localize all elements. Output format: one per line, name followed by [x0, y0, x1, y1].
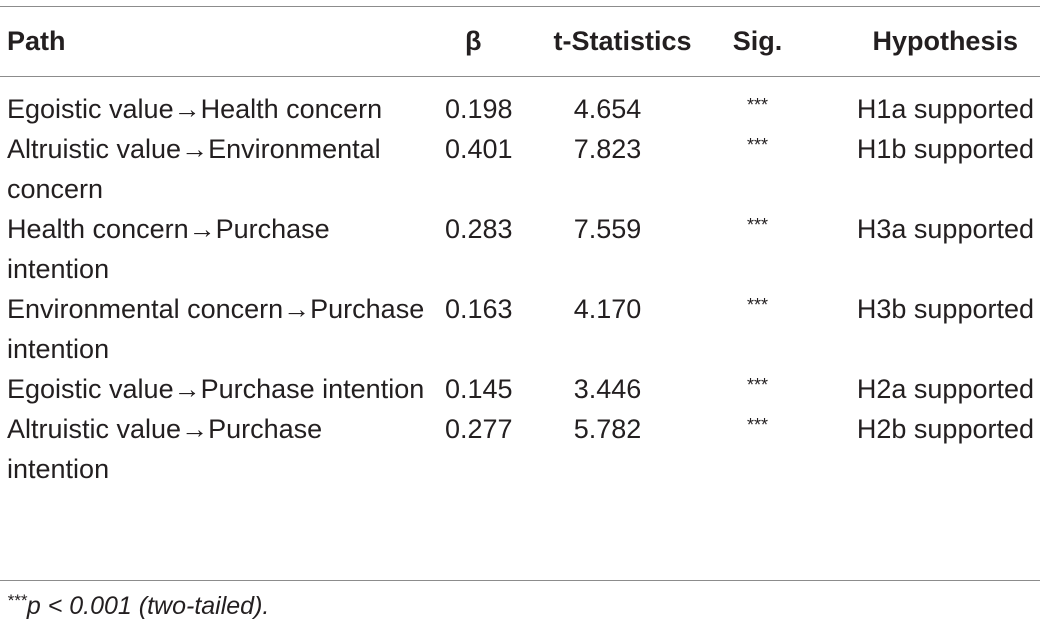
path-coefficients-table: Path β t-Statistics Sig. Hypothesis Egoi…	[0, 6, 1040, 503]
cell-hypothesis: H3b supported	[856, 294, 1034, 324]
cell-sig: ***	[746, 135, 768, 155]
table-bottom-rule	[0, 580, 1040, 581]
table-header-row: Path β t-Statistics Sig. Hypothesis	[0, 6, 1040, 77]
cell-t-statistic: 4.654	[573, 94, 642, 124]
header-sig: Sig.	[732, 26, 783, 56]
header-path: Path	[7, 26, 66, 56]
cell-path: Health concern→Purchase intention	[7, 214, 330, 284]
cell-beta: 0.283	[445, 214, 513, 244]
cell-sig: ***	[746, 295, 768, 315]
cell-path: Egoistic value→Purchase intention	[7, 374, 425, 404]
cell-hypothesis: H2b supported	[856, 414, 1034, 444]
cell-sig: ***	[746, 375, 768, 395]
header-t-statistics: t-Statistics	[553, 26, 692, 56]
header-beta: β	[465, 26, 482, 56]
table-row: Altruistic value→Purchase intention 0.27…	[0, 409, 1040, 503]
cell-beta: 0.198	[445, 94, 513, 124]
cell-sig: ***	[746, 95, 768, 115]
cell-t-statistic: 4.170	[573, 294, 642, 324]
cell-beta: 0.401	[445, 134, 513, 164]
cell-hypothesis: H3a supported	[856, 214, 1034, 244]
cell-sig: ***	[746, 415, 768, 435]
cell-sig: ***	[746, 215, 768, 235]
table-row: Environmental concern→Purchase intention…	[0, 289, 1040, 369]
cell-t-statistic: 3.446	[573, 374, 642, 404]
cell-path: Environmental concern→Purchase intention	[7, 294, 425, 364]
table-row: Altruistic value→Environmental concern 0…	[0, 129, 1040, 209]
cell-t-statistic: 5.782	[573, 414, 642, 444]
table-footnote: ***p < 0.001 (two-tailed).	[7, 591, 269, 621]
cell-path: Altruistic value→Purchase intention	[7, 414, 323, 484]
cell-t-statistic: 7.559	[573, 214, 642, 244]
cell-hypothesis: H1b supported	[856, 134, 1034, 164]
cell-beta: 0.277	[445, 414, 513, 444]
cell-hypothesis: H2a supported	[856, 374, 1034, 404]
table-row: Egoistic value→Health concern 0.198 4.65…	[0, 77, 1040, 130]
cell-t-statistic: 7.823	[573, 134, 642, 164]
cell-path: Altruistic value→Environmental concern	[7, 134, 381, 204]
footnote-text: p < 0.001 (two-tailed).	[26, 592, 270, 620]
cell-hypothesis: H1a supported	[856, 94, 1034, 124]
header-hypothesis: Hypothesis	[872, 26, 1018, 56]
cell-beta: 0.145	[445, 374, 513, 404]
cell-path: Egoistic value→Health concern	[7, 94, 383, 124]
footnote-stars: ***	[7, 591, 27, 610]
table-row: Health concern→Purchase intention 0.283 …	[0, 209, 1040, 289]
cell-beta: 0.163	[445, 294, 513, 324]
table-row: Egoistic value→Purchase intention 0.145 …	[0, 369, 1040, 409]
